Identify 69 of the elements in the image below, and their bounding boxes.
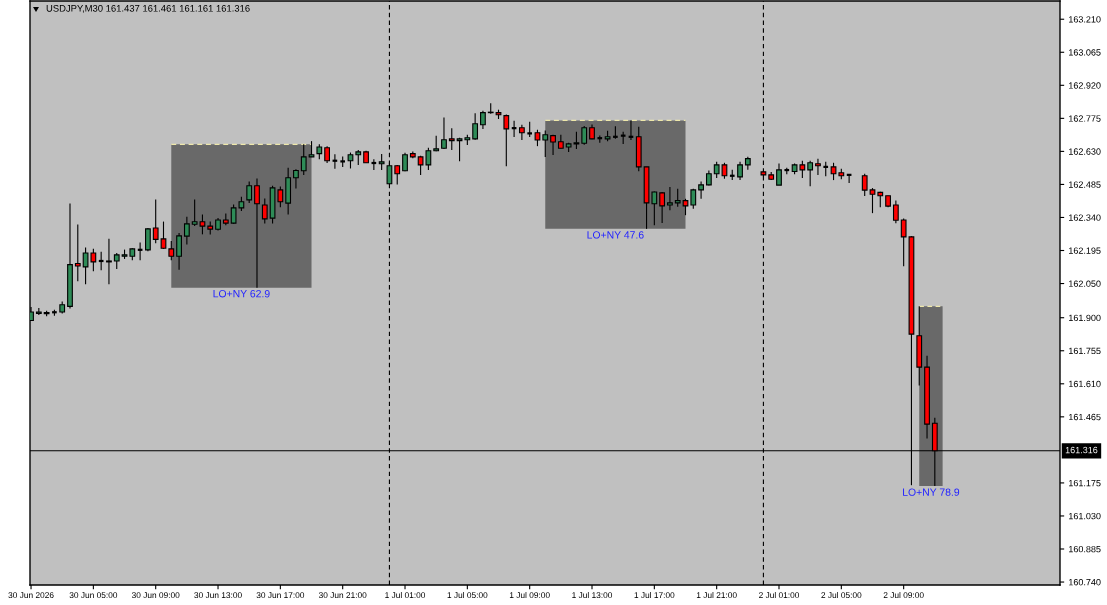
- chart-title: USDJPY,M30 161.437 161.461 161.161 161.316: [46, 5, 250, 13]
- y-tick-label: 163.065: [1069, 49, 1101, 56]
- candlestick: [152, 198, 159, 244]
- candlestick: [160, 221, 167, 250]
- y-tick-label: 162.195: [1069, 247, 1101, 254]
- candlestick: [168, 240, 175, 261]
- x-tick-label: 1 Jul 09:00: [509, 591, 550, 599]
- candlestick: [176, 232, 182, 271]
- y-tick-label: 162.050: [1069, 280, 1101, 287]
- y-tick-label: 163.210: [1069, 16, 1101, 23]
- y-tick-label: 162.920: [1069, 82, 1101, 89]
- candlestick: [293, 168, 299, 190]
- x-tick-label: 1 Jul 21:00: [696, 591, 737, 599]
- annotation: LO+NY 47.6: [587, 231, 644, 239]
- y-tick-label: 161.755: [1069, 347, 1101, 355]
- candlestick: [472, 112, 479, 141]
- candlestick: [246, 180, 253, 204]
- candlestick: [542, 129, 549, 158]
- candlestick: [106, 238, 112, 285]
- candlestick: [815, 158, 821, 176]
- candlestick: [394, 164, 401, 185]
- candlestick: [737, 161, 743, 181]
- candlestick: [518, 124, 525, 141]
- y-tick-label: 161.610: [1069, 380, 1101, 388]
- x-tick-label: 1 Jul 05:00: [447, 591, 488, 599]
- x-tick-label: 30 Jun 2026: [8, 592, 54, 599]
- x-tick-label: 30 Jun 09:00: [131, 592, 180, 599]
- y-tick-label: 161.465: [1069, 413, 1101, 421]
- candlestick: [581, 125, 588, 146]
- candlestick: [776, 162, 782, 186]
- candlestick: [300, 143, 307, 176]
- candlestick: [74, 223, 81, 282]
- x-tick-label: 2 Jul 09:00: [883, 591, 924, 599]
- candlestick: [261, 197, 268, 225]
- y-tick-label: 161.030: [1069, 512, 1101, 520]
- candlestick: [667, 186, 673, 211]
- x-tick-label: 2 Jul 05:00: [821, 591, 862, 599]
- y-tick-label: 160.740: [1069, 579, 1101, 586]
- y-tick-label: 160.885: [1069, 545, 1101, 553]
- x-tick-label: 30 Jun 13:00: [194, 592, 242, 599]
- candlestick: [441, 116, 447, 150]
- x-tick-label: 30 Jun 21:00: [318, 592, 367, 599]
- candlestick: [659, 191, 666, 224]
- x-tick-label: 2 Jul 01:00: [759, 591, 800, 599]
- y-tick-label: 162.485: [1069, 181, 1101, 188]
- x-tick-label: 30 Jun 05:00: [69, 592, 118, 599]
- candlestick: [869, 187, 876, 214]
- annotation: LO+NY 78.9: [903, 488, 960, 496]
- candlestick: [448, 127, 455, 151]
- candlestick: [892, 200, 899, 224]
- candlestick: [183, 216, 190, 246]
- candlestick: [807, 160, 814, 187]
- candlestick: [674, 188, 681, 208]
- y-tick-label: 162.340: [1069, 214, 1101, 221]
- candlestick: [698, 180, 704, 200]
- candlestick: [503, 113, 510, 167]
- annotation: LO+NY 62.9: [213, 290, 270, 298]
- y-tick-label: 162.775: [1069, 115, 1101, 122]
- x-tick-label: 1 Jul 13:00: [572, 591, 613, 599]
- ref-line-label: 161.316: [1065, 446, 1098, 454]
- x-tick-label: 1 Jul 01:00: [385, 591, 426, 599]
- x-tick-label: 1 Jul 17:00: [634, 591, 675, 599]
- x-tick-label: 30 Jun 17:00: [256, 592, 305, 599]
- candlestick: [480, 110, 486, 130]
- candlestick: [254, 177, 260, 289]
- candlestick: [861, 173, 868, 197]
- y-tick-label: 162.630: [1069, 148, 1101, 155]
- y-tick-label: 161.900: [1069, 314, 1101, 322]
- y-tick-label: 161.175: [1069, 479, 1101, 487]
